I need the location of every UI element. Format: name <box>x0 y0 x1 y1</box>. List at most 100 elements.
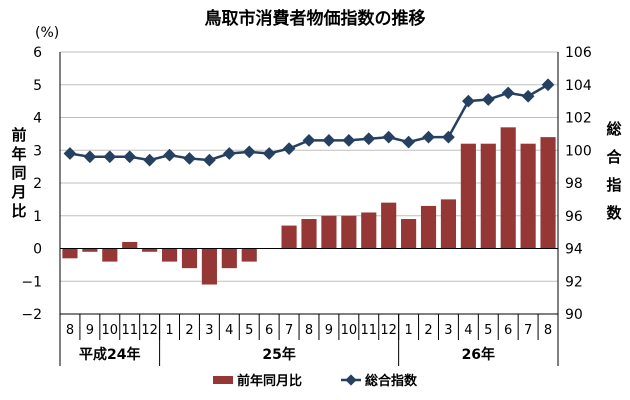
bar <box>241 248 257 262</box>
category-label: 11 <box>360 323 377 338</box>
bar <box>201 248 217 285</box>
point <box>422 130 435 144</box>
category-label: 9 <box>325 323 333 338</box>
bar <box>520 143 536 249</box>
right-tick-label: 104 <box>565 78 592 94</box>
bar <box>161 248 178 262</box>
point <box>183 152 196 165</box>
bar <box>540 137 556 249</box>
point <box>103 150 117 164</box>
category-label: 10 <box>341 323 358 338</box>
bar <box>381 202 397 249</box>
legend-label-bar: 前年同月比 <box>237 373 302 389</box>
point <box>222 147 236 160</box>
point <box>362 132 376 146</box>
point <box>123 150 137 164</box>
right-tick-label: 102 <box>565 111 592 127</box>
category-label: 8 <box>305 323 313 338</box>
point <box>282 142 296 155</box>
bar <box>361 212 377 249</box>
bar <box>221 248 237 269</box>
left-axis-label-char: 年 <box>11 145 26 163</box>
category-label: 1 <box>165 323 173 338</box>
category-label: 5 <box>484 323 492 338</box>
category-label: 4 <box>464 323 472 338</box>
point <box>442 130 455 144</box>
category-label: 8 <box>544 323 552 338</box>
legend-swatch-marker <box>345 374 357 386</box>
right-axis-label-char: 合 <box>605 148 622 166</box>
bar <box>321 215 337 249</box>
bar <box>301 219 317 249</box>
right-tick-label: 90 <box>565 307 583 323</box>
category-label: 2 <box>185 323 193 338</box>
left-axis-label-char: 比 <box>11 202 26 220</box>
left-tick-label: 3 <box>33 143 42 159</box>
left-tick-label: 1 <box>33 209 42 225</box>
category-label: 7 <box>285 323 293 338</box>
right-tick-label: 96 <box>565 209 583 225</box>
point <box>143 153 157 167</box>
point <box>322 134 336 147</box>
legend: 前年同月比 総合指数 <box>213 373 418 389</box>
right-tick-label: 92 <box>565 274 583 290</box>
chart-title: 鳥取市消費者物価指数の推移 <box>205 8 426 29</box>
category-label: 3 <box>444 323 452 338</box>
point <box>242 145 256 159</box>
category-label: 4 <box>225 323 233 338</box>
bar <box>480 143 496 249</box>
category-label: 6 <box>265 323 273 338</box>
category-label: 11 <box>121 323 138 338</box>
category-label: 3 <box>205 323 213 338</box>
left-tick-label: 2 <box>33 176 42 192</box>
point <box>461 94 475 108</box>
category-label: 12 <box>141 323 158 338</box>
point <box>83 150 97 164</box>
bar <box>401 219 417 249</box>
category-label: 12 <box>380 323 397 338</box>
left-tick-label: −2 <box>21 307 42 323</box>
right-tick-label: 106 <box>565 45 592 61</box>
left-tick-label: −1 <box>21 274 42 290</box>
right-axis-label-char: 総 <box>606 120 621 138</box>
point <box>163 148 176 162</box>
category-label: 2 <box>424 323 432 338</box>
left-tick-label: 6 <box>33 45 42 61</box>
point <box>63 147 77 160</box>
bar <box>500 127 516 249</box>
point <box>302 134 316 147</box>
bar <box>122 241 138 249</box>
point <box>342 134 356 147</box>
category-label: 7 <box>524 323 532 338</box>
group-label: 26年 <box>462 346 495 363</box>
bar <box>341 215 357 249</box>
point <box>481 93 495 106</box>
point <box>262 147 276 160</box>
bar <box>420 205 437 249</box>
left-axis-unit: (%) <box>35 25 59 41</box>
category-label: 5 <box>245 323 253 338</box>
bar <box>62 248 78 259</box>
bar <box>440 199 457 249</box>
group-label: 25年 <box>262 346 295 363</box>
bar <box>281 225 297 249</box>
right-tick-label: 100 <box>565 143 592 159</box>
bar <box>102 248 118 262</box>
bar <box>142 248 158 252</box>
bar <box>181 248 198 269</box>
category-label: 1 <box>404 323 412 338</box>
left-tick-label: 5 <box>33 78 42 94</box>
category-label: 8 <box>66 323 74 338</box>
right-axis-label-char: 数 <box>606 204 622 222</box>
legend-swatch-bar <box>213 376 233 384</box>
right-axis-label-char: 指 <box>606 176 621 194</box>
point <box>501 86 515 100</box>
bar <box>460 143 476 249</box>
point <box>402 135 415 149</box>
right-tick-label: 98 <box>565 176 583 192</box>
bar <box>82 248 98 252</box>
left-tick-label: 0 <box>33 242 42 258</box>
category-label: 9 <box>86 323 94 338</box>
group-label: 平成24年 <box>79 346 140 363</box>
